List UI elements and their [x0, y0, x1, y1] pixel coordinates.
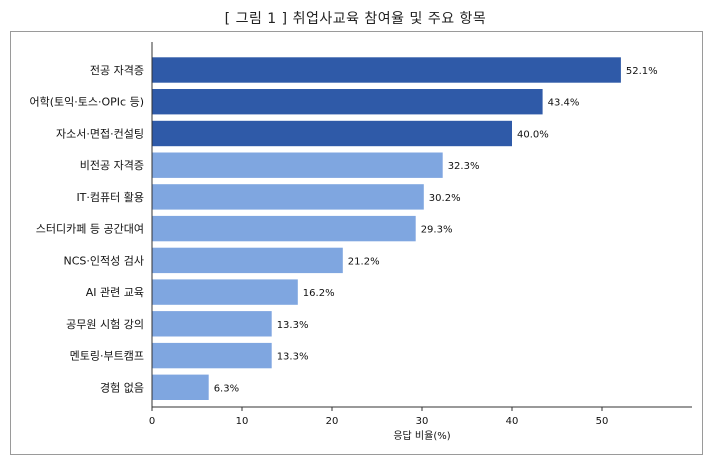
bar — [152, 279, 298, 305]
x-tick-label: 10 — [236, 416, 249, 427]
value-label: 16.2% — [303, 288, 335, 299]
bar — [152, 247, 343, 274]
bar — [152, 89, 543, 115]
bar — [152, 152, 443, 178]
value-label: 43.4% — [548, 98, 580, 109]
category-label: 비전공 자격증 — [80, 159, 144, 172]
value-label: 30.2% — [429, 193, 461, 204]
category-label: 경험 없음 — [100, 381, 144, 394]
value-label: 40.0% — [517, 129, 549, 140]
category-label: 스터디카페 등 공간대여 — [36, 223, 144, 236]
value-label: 52.1% — [626, 66, 658, 77]
axes-group: 전공 자격증 52.1% 어학(토익·토스·OPIc 등) 43.4% 자소서·면접·컨… — [30, 42, 692, 427]
category-label: 멘토링·부트캠프 — [70, 350, 144, 363]
value-label: 32.3% — [448, 161, 480, 172]
figure-title: [ 그림 1 ] 취업사교육 참여율 및 주요 항목 — [224, 11, 487, 27]
x-tick-label: 20 — [326, 416, 339, 427]
category-label: 전공 자격증 — [90, 64, 144, 77]
x-axis-title: 응답 비율(%) — [393, 430, 450, 442]
bar — [152, 184, 424, 210]
x-tick-label: 0 — [149, 416, 155, 427]
bar — [152, 342, 272, 369]
category-label: AI 관련 교육 — [86, 286, 144, 299]
x-tick-label: 40 — [506, 416, 519, 427]
value-label: 13.3% — [277, 352, 309, 363]
bar — [152, 57, 621, 83]
x-tick-label: 50 — [596, 416, 609, 427]
value-label: 21.2% — [348, 256, 380, 267]
x-tick-label: 30 — [416, 416, 429, 427]
value-label: 6.3% — [214, 383, 239, 394]
bar — [152, 311, 272, 337]
category-label: 어학(토익·토스·OPIc 등) — [30, 96, 145, 109]
bars-group — [152, 57, 621, 400]
bar — [152, 215, 416, 242]
bar — [152, 120, 512, 147]
category-label: NCS·인적성 검사 — [64, 254, 144, 267]
category-label: 공무원 시험 강의 — [66, 318, 144, 331]
chart-frame — [10, 31, 703, 455]
category-label: 자소서·면접·컨설팅 — [56, 127, 144, 140]
bar — [152, 374, 209, 400]
value-label: 13.3% — [277, 320, 309, 331]
category-label: IT·컴퓨터 활용 — [76, 190, 144, 204]
value-label: 29.3% — [421, 225, 453, 236]
